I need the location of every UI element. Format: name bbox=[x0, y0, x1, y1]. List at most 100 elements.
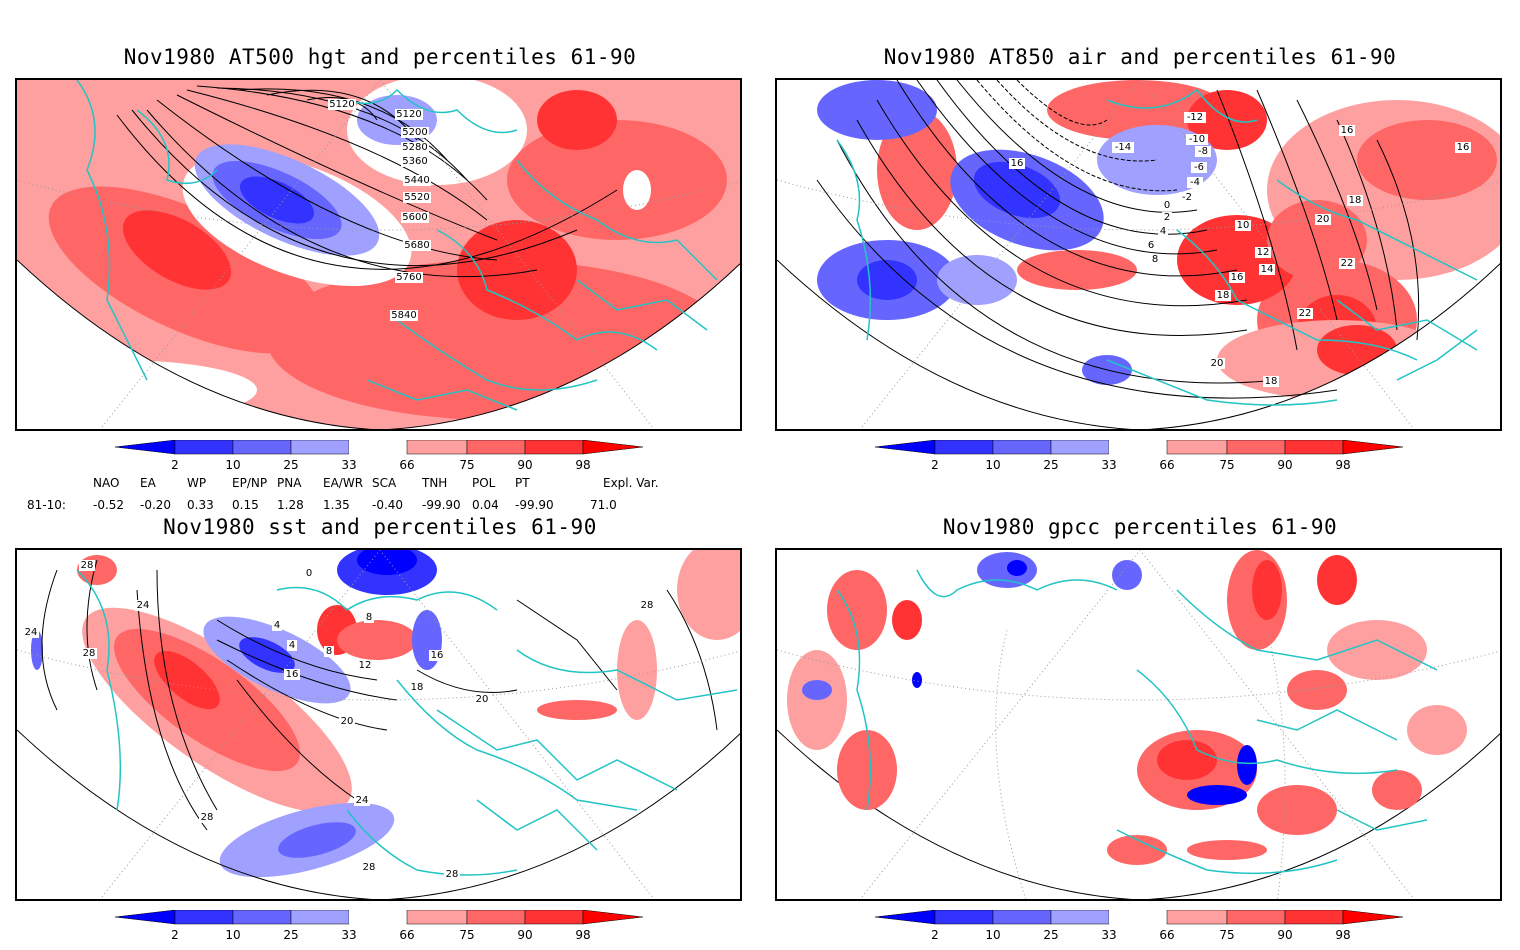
contour-label: 5760 bbox=[396, 272, 421, 283]
contour-label-bg bbox=[1112, 142, 1134, 153]
contour-label-bg bbox=[1229, 272, 1245, 283]
contour-label-bg bbox=[401, 142, 429, 153]
colorbar-segment bbox=[1050, 910, 1110, 925]
contour-label: 5440 bbox=[404, 175, 429, 186]
index-header: EP/NP bbox=[232, 476, 268, 490]
index-header: PNA bbox=[277, 476, 302, 490]
colorbar-segment bbox=[992, 440, 1052, 455]
colorbar-arrow-low bbox=[115, 910, 176, 925]
index-value: 0.04 bbox=[472, 498, 499, 512]
index-value: -0.52 bbox=[93, 498, 125, 512]
contour-label: 5600 bbox=[402, 212, 427, 223]
contour-label-bg bbox=[1259, 264, 1275, 275]
colorbar-tick-label: 90 bbox=[517, 458, 533, 472]
contour-label-bg bbox=[444, 869, 460, 880]
contour-label-bg bbox=[1162, 200, 1172, 211]
colorbar-segment bbox=[934, 440, 994, 455]
contour-label-bg bbox=[1297, 308, 1313, 319]
contour-label-bg bbox=[1235, 220, 1251, 231]
contour-label-bg bbox=[272, 620, 282, 631]
contour-label: 16 bbox=[1011, 158, 1024, 169]
colorbar-segment bbox=[1109, 910, 1167, 924]
colorbar-segment bbox=[524, 910, 584, 925]
colorbar-tick-label: 75 bbox=[1219, 928, 1235, 942]
contour-label: 14 bbox=[1261, 264, 1274, 275]
contour-label: 20 bbox=[341, 716, 354, 727]
colorbar-tick-label: 2 bbox=[171, 928, 179, 942]
contour-label: 18 bbox=[411, 682, 424, 693]
colorbar-tick-label: 75 bbox=[459, 458, 475, 472]
contour-label-bg bbox=[1158, 226, 1168, 237]
contour-label: -4 bbox=[1190, 177, 1200, 188]
index-header: EA/WR bbox=[323, 476, 364, 490]
colorbar-arrow-high bbox=[582, 440, 644, 455]
colorbar-tick-label: 66 bbox=[1159, 928, 1175, 942]
contour-label: 16 bbox=[1231, 272, 1244, 283]
index-header: PT bbox=[515, 476, 530, 490]
contour-label: 18 bbox=[1265, 376, 1278, 387]
map-panel-hgt: 5120 5120 5200 5280 5360 5440 5520 5600 5680 5760… bbox=[15, 78, 742, 431]
contour-label-bg bbox=[23, 627, 39, 638]
contour-label-bg bbox=[401, 156, 429, 167]
index-value: 0.15 bbox=[232, 498, 259, 512]
colorbar-air: 2 10 25 33 66 75 90 98 bbox=[875, 440, 1405, 480]
contour-label: 18 bbox=[1217, 290, 1230, 301]
contour-label-bg bbox=[1162, 212, 1172, 223]
index-header: SCA bbox=[372, 476, 397, 490]
contour-label: 12 bbox=[1257, 247, 1270, 258]
colorbar-tick-label: 25 bbox=[283, 458, 299, 472]
contour-label-bg bbox=[1146, 240, 1156, 251]
contour-label-bg bbox=[639, 600, 655, 611]
colorbar-tick-label: 10 bbox=[225, 928, 241, 942]
colorbar-segment bbox=[1050, 440, 1110, 455]
contour-label: 5680 bbox=[404, 240, 429, 251]
index-header: TNH bbox=[422, 476, 448, 490]
contour-label-bg bbox=[284, 669, 300, 680]
index-value: 1.35 bbox=[323, 498, 350, 512]
contour-label-bg bbox=[79, 560, 95, 571]
contour-label: -8 bbox=[1198, 146, 1208, 157]
index-value: 0.33 bbox=[187, 498, 214, 512]
colorbar-sst: 2 10 25 33 66 75 90 98 bbox=[115, 910, 645, 950]
colorbar-tick-label: 10 bbox=[985, 458, 1001, 472]
panel-title-gpcc: Nov1980 gpcc percentiles 61-90 bbox=[942, 515, 1338, 539]
contour-label: 4 bbox=[274, 620, 280, 631]
contour-label: 5200 bbox=[402, 127, 427, 138]
colorbar-tick-label: 90 bbox=[1277, 458, 1293, 472]
colorbar-segment bbox=[1109, 440, 1167, 454]
contour-label: 24 bbox=[137, 600, 150, 611]
colorbar-tick-label: 2 bbox=[931, 928, 939, 942]
colorbar-segment bbox=[1166, 910, 1228, 925]
contour-label-bg bbox=[409, 682, 425, 693]
contour-label-bg bbox=[364, 612, 374, 623]
colorbar-segment bbox=[992, 910, 1052, 925]
contour-label-bg bbox=[1255, 247, 1271, 258]
index-header: WP bbox=[187, 476, 207, 490]
contour-label-bg bbox=[361, 862, 377, 873]
panel-title-hgt: Nov1980 AT500 hgt and percentiles 61-90 bbox=[123, 45, 637, 69]
colorbar-arrow-high bbox=[1342, 440, 1404, 455]
contour-label-bg bbox=[1455, 142, 1471, 153]
contour-label: 8 bbox=[1152, 254, 1158, 265]
contour-label: 24 bbox=[25, 627, 38, 638]
contour-label: 5120 bbox=[329, 99, 354, 110]
gpcc-map bbox=[777, 550, 1500, 899]
contour-label: 28 bbox=[83, 648, 96, 659]
contour-label-bg bbox=[357, 660, 373, 671]
contour-label-bg bbox=[135, 600, 151, 611]
colorbar-arrow-low bbox=[875, 910, 936, 925]
index-header: Expl. Var. bbox=[603, 476, 659, 490]
index-header: POL bbox=[472, 476, 496, 490]
colorbar-segment bbox=[1226, 910, 1286, 925]
contour-label-bg bbox=[304, 568, 314, 579]
index-value: -99.90 bbox=[422, 498, 461, 512]
contour-label: 5840 bbox=[391, 310, 416, 321]
contour-label: 0 bbox=[1164, 200, 1170, 211]
contour-label-bg bbox=[1339, 258, 1355, 269]
colorbar-hgt: 2 10 25 33 66 75 90 98 bbox=[115, 440, 645, 480]
contour-label: 2 bbox=[1164, 212, 1170, 223]
colorbar-segment bbox=[290, 440, 350, 455]
colorbar-tick-label: 25 bbox=[1043, 458, 1059, 472]
index-value: -99.90 bbox=[515, 498, 554, 512]
